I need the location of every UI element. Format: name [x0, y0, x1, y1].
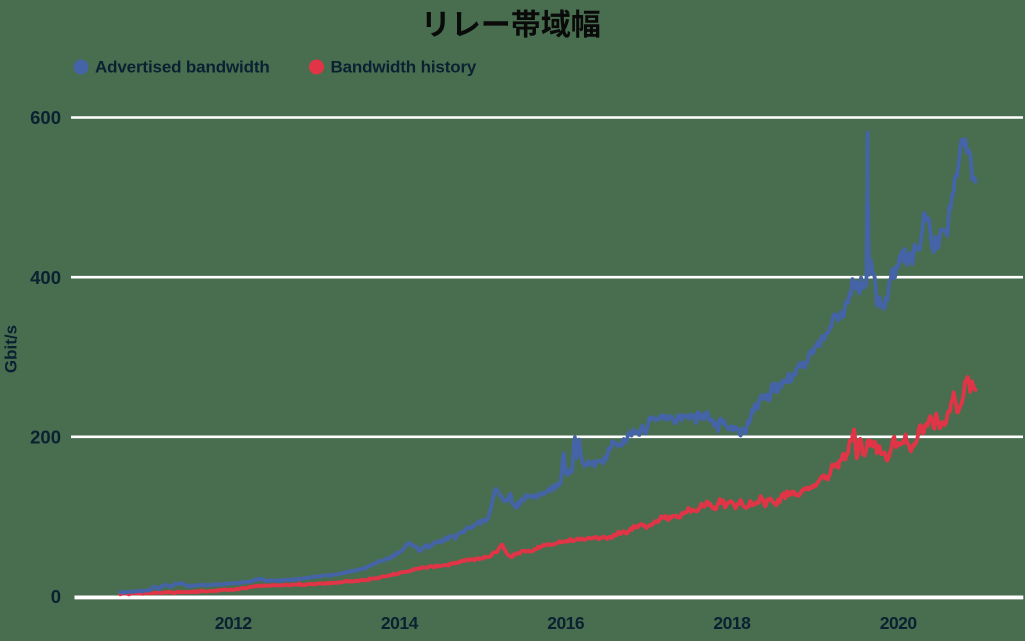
svg-text:2018: 2018	[713, 613, 751, 633]
svg-text:200: 200	[30, 426, 61, 447]
svg-text:0: 0	[51, 586, 61, 607]
svg-text:Bandwidth history: Bandwidth history	[331, 58, 477, 77]
svg-text:2020: 2020	[880, 613, 918, 633]
svg-text:Advertised bandwidth: Advertised bandwidth	[95, 58, 270, 77]
svg-text:2016: 2016	[547, 613, 585, 633]
svg-text:2014: 2014	[381, 613, 419, 633]
svg-text:400: 400	[30, 267, 61, 288]
svg-text:600: 600	[30, 107, 61, 128]
svg-text:2012: 2012	[215, 613, 253, 633]
svg-text:Gbit/s: Gbit/s	[2, 325, 21, 373]
